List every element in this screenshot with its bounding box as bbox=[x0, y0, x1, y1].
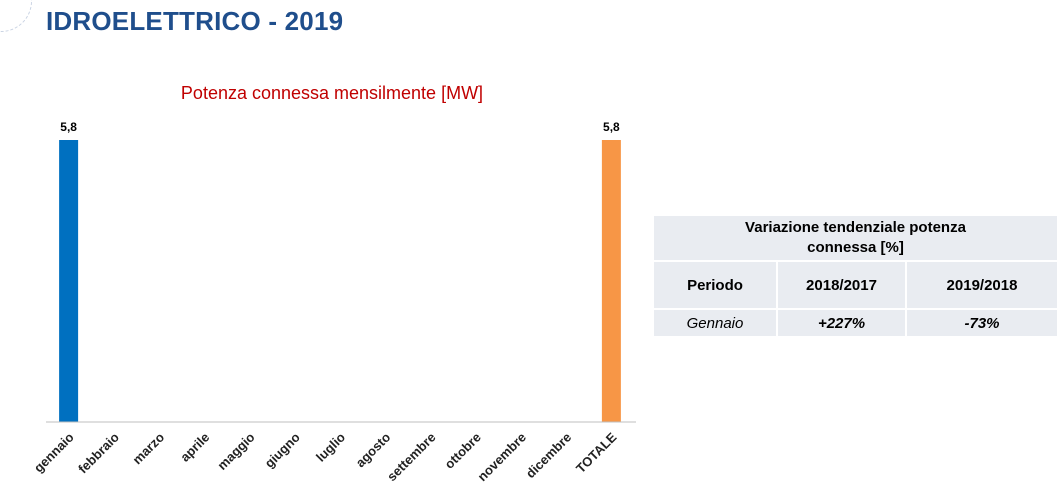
table-title-text: Variazione tendenziale potenza connessa … bbox=[745, 219, 966, 256]
x-tick-label-febbraio: febbraio bbox=[75, 429, 122, 476]
table-row: Gennaio +227% -73% bbox=[652, 308, 1059, 338]
chart-title: Potenza connessa mensilmente [MW] bbox=[181, 83, 483, 103]
table-title: Variazione tendenziale potenza connessa … bbox=[652, 214, 1059, 262]
bar-totale bbox=[601, 140, 621, 422]
col-header-2019-2018: 2019/2018 bbox=[905, 260, 1059, 310]
x-tick-label-dicembre: dicembre bbox=[523, 430, 574, 481]
x-tick-label-ottobre: ottobre bbox=[442, 430, 484, 472]
variation-table: Variazione tendenziale potenza connessa … bbox=[652, 214, 1059, 338]
x-tick-label-gennaio: gennaio bbox=[31, 429, 77, 475]
x-tick-label-giugno: giugno bbox=[262, 429, 303, 470]
col-header-2018-2017: 2018/2017 bbox=[776, 260, 907, 310]
x-tick-label-marzo: marzo bbox=[130, 429, 168, 467]
bar-chart: Potenza connessa mensilmente [MW] 5,8 5,8… bbox=[31, 83, 636, 484]
bar-gennaio bbox=[59, 140, 79, 422]
value-label-gennaio: 5,8 bbox=[60, 120, 77, 134]
x-tick-label-aprile: aprile bbox=[177, 430, 212, 465]
x-tick-label-maggio: maggio bbox=[214, 429, 257, 472]
x-tick-label-novembre: novembre bbox=[474, 430, 529, 485]
page-title: IDROELETTRICO - 2019 bbox=[46, 6, 344, 36]
x-tick-label-agosto: agosto bbox=[353, 429, 394, 470]
col-header-periodo: Periodo bbox=[652, 260, 778, 310]
x-tick-label-totale: TOTALE bbox=[573, 429, 620, 476]
value-labels-group: 5,8 5,8 bbox=[60, 120, 620, 134]
corner-decoration bbox=[0, 0, 32, 32]
cell-2018-2017: +227% bbox=[776, 308, 907, 338]
x-tick-label-settembre: settembre bbox=[384, 430, 439, 485]
cell-2019-2018: -73% bbox=[905, 308, 1059, 338]
cell-periodo: Gennaio bbox=[652, 308, 778, 338]
value-label-totale: 5,8 bbox=[603, 120, 620, 134]
x-tick-label-luglio: luglio bbox=[313, 429, 348, 464]
bars-group bbox=[59, 140, 621, 422]
